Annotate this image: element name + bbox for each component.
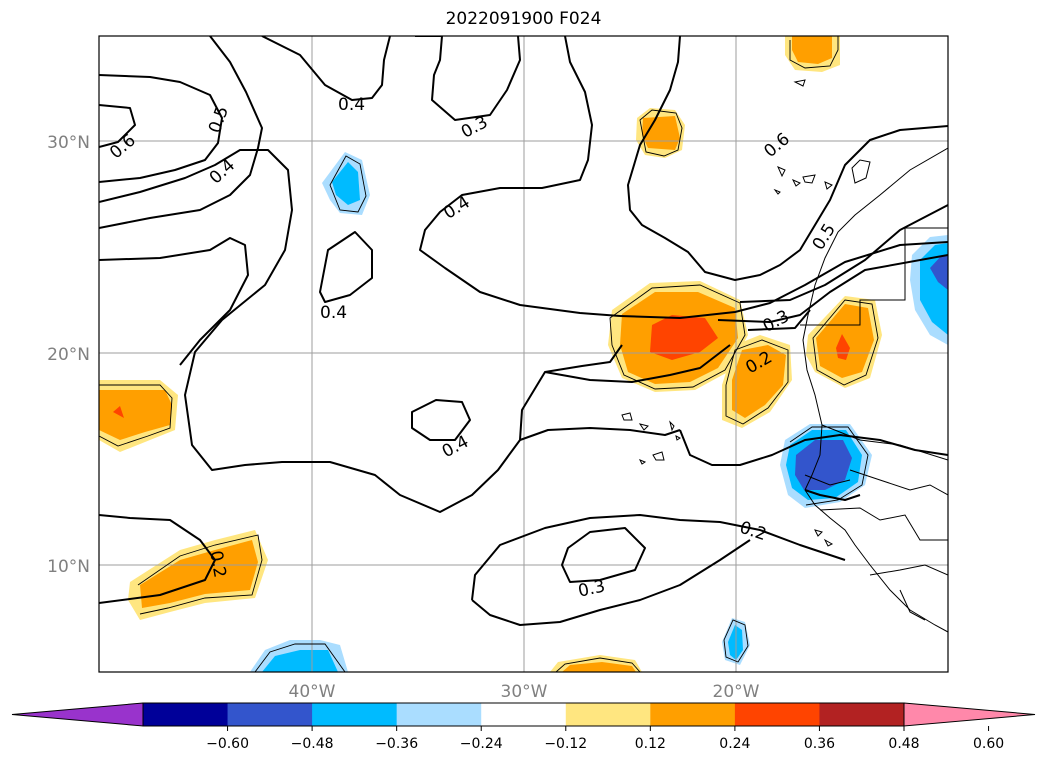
contour-lines bbox=[99, 36, 948, 626]
colorbar-tick-label: 0.48 bbox=[888, 736, 919, 752]
colorbar-extend-high bbox=[903, 702, 1036, 727]
negative-anomaly-north-inner bbox=[332, 162, 360, 205]
lat-label-20n: 20°N bbox=[47, 345, 90, 365]
contour-label-4: 0.4 bbox=[338, 95, 365, 115]
colorbar-tick-label: 0.12 bbox=[635, 736, 666, 752]
lat-label-30n: 30°N bbox=[47, 133, 90, 153]
lon-label-40w: 40°W bbox=[289, 682, 336, 702]
colorbar-tick-label: −0.48 bbox=[291, 736, 334, 752]
colorbar-segment bbox=[819, 703, 905, 726]
colorbar-extend-low bbox=[11, 702, 144, 727]
colorbar-segment bbox=[565, 703, 651, 726]
colorbar-segment bbox=[312, 703, 398, 726]
lat-label-10n: 10°N bbox=[47, 557, 90, 577]
positive-anomaly-west-inner bbox=[99, 390, 172, 440]
longitude-labels: 40°W 30°W 20°W bbox=[289, 682, 760, 702]
lon-label-30w: 30°W bbox=[501, 682, 548, 702]
positive-anomaly-cape-inner bbox=[732, 345, 786, 418]
colorbar-tick-label: 0.24 bbox=[719, 736, 750, 752]
gridlines bbox=[99, 36, 948, 672]
colorbar-tick-label: −0.36 bbox=[375, 736, 418, 752]
colorbar-tick-label: −0.60 bbox=[206, 736, 249, 752]
positive-anomaly-center-core bbox=[650, 315, 718, 360]
negative-anomaly-east-core bbox=[930, 255, 948, 290]
positive-anomaly-top-inner bbox=[792, 36, 832, 64]
lon-label-20w: 20°W bbox=[713, 682, 760, 702]
positive-anomaly-south-inner bbox=[562, 662, 636, 672]
coastlines bbox=[621, 79, 948, 633]
colorbar-segment bbox=[734, 703, 820, 726]
colorbar-tick-label: 0.36 bbox=[804, 736, 835, 752]
map-content: 0.6 0.5 0.4 0.4 0.3 0.4 0.4 0.4 0.6 0.5 … bbox=[99, 36, 948, 672]
colorbar-segment bbox=[396, 703, 482, 726]
colorbar-tick-label: −0.24 bbox=[460, 736, 503, 752]
colorbar-tick-label: −0.12 bbox=[544, 736, 587, 752]
positive-anomaly-west-core bbox=[113, 406, 124, 418]
colorbar-segment bbox=[143, 703, 229, 726]
colorbar-outline bbox=[142, 702, 905, 727]
shade-outlines bbox=[99, 36, 879, 672]
negative-anomaly-south-inner bbox=[262, 650, 338, 672]
plot-title: 2022091900 F024 bbox=[445, 9, 602, 29]
map-frame bbox=[98, 35, 949, 673]
colorbar-tick-label: 0.60 bbox=[973, 736, 1004, 752]
contour-label-7: 0.4 bbox=[320, 303, 347, 323]
colorbar-segment bbox=[650, 703, 736, 726]
colorbar: −0.60 −0.48 −0.36 −0.24 −0.12 0.12 0.24 0.36 0.4… bbox=[11, 702, 1036, 752]
latitude-labels: 30°N 20°N 10°N bbox=[47, 133, 90, 577]
colorbar-segment bbox=[227, 703, 313, 726]
colorbar-segment bbox=[481, 703, 567, 726]
negative-anomaly-guinea-core bbox=[795, 440, 852, 490]
contour-label-14: 0.2 bbox=[205, 549, 229, 579]
